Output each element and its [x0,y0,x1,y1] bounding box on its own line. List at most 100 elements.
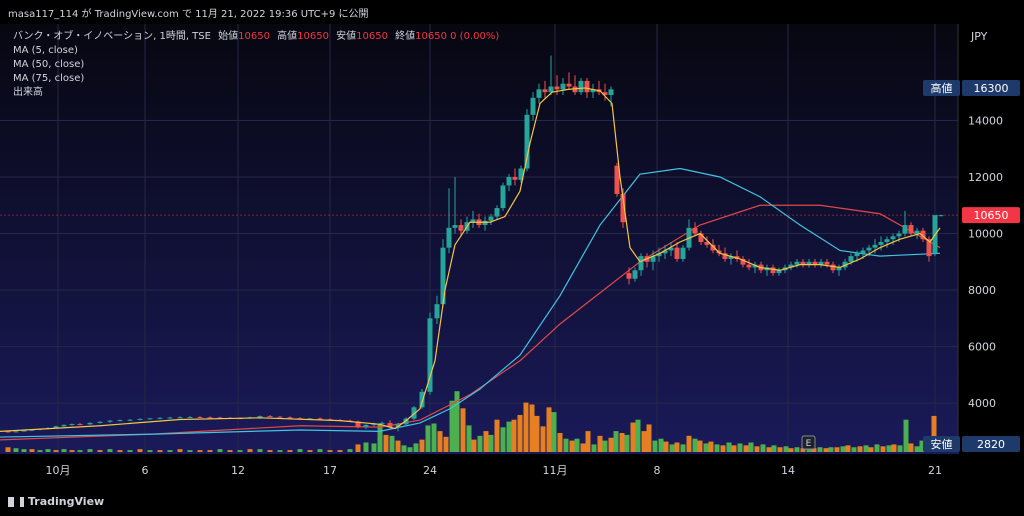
volume-bar [21,449,27,452]
volume-bar [494,419,500,452]
volume-bar [511,419,517,452]
candle-body [884,239,890,242]
candle-body [87,422,93,425]
x-tick-label: 24 [423,464,437,477]
price-chart[interactable]: 4000 6000 8000 10000 12000 14000 10月 6 12 17 24 11月… [0,24,1024,487]
candle-body [482,220,488,226]
x-tick-label: 11月 [543,464,568,477]
plot-background [0,24,958,454]
candle-body [602,92,608,96]
candle-body [419,391,425,408]
currency-label[interactable]: JPY [971,30,988,43]
candle-body [297,418,303,420]
volume-bar [708,441,714,452]
volume-bar [117,450,123,452]
volume-bar [347,449,353,452]
candle-body [866,247,872,251]
candle-body [500,185,506,209]
x-tick-label: 6 [142,464,149,477]
candle-body [411,407,417,419]
ma75-line [0,204,941,441]
volume-bar [641,431,647,452]
low-value-badge-text: 2820 [977,438,1005,451]
volume-bar [823,448,829,452]
volume-bar [97,450,103,452]
volume-bar [466,425,472,452]
candle-body [207,417,213,419]
volume-bar [363,442,369,452]
candle-body [440,247,446,305]
volume-bar [431,423,437,452]
candle-body [13,431,19,433]
high-label-badge-bg [923,80,960,96]
candle-body [770,267,776,274]
candle-body [542,89,548,93]
tradingview-logo[interactable]: TradingView [8,495,104,508]
low-label: 安値 [336,31,357,42]
close-label: 終値 [395,31,416,42]
candle-body [566,83,572,87]
candle-body [548,86,554,93]
high-value-badge-text: 16300 [974,82,1009,95]
volume-bar [454,391,460,452]
volume-bar [703,443,709,452]
volume-bar [517,414,523,452]
high-value-badge-bg [962,80,1020,96]
candle-body [728,256,734,259]
ma50-legend[interactable]: MA (50, close) [13,59,85,70]
candle-body [217,417,223,419]
volume-bar [61,449,67,452]
volume-bar [597,435,603,452]
volume-bar [137,449,143,452]
candle-body [800,261,806,265]
volume-bar [613,431,619,452]
volume-bar [29,449,35,452]
tradingview-logo-icon [8,497,24,507]
volume-bar [880,446,886,452]
candle-body [307,418,313,420]
volume-bar [37,450,43,452]
volume-bar [307,450,313,452]
volume-bar [267,450,273,452]
volume-bar [817,447,823,452]
y-tick-label: 12000 [968,171,1003,184]
volume-bar [247,449,253,452]
volume-bar [794,447,800,452]
volume-bar [908,443,914,452]
ma50-line [0,167,941,438]
volume-bar [187,450,193,452]
earnings-marker-label: E [806,439,812,449]
ma75-legend[interactable]: MA (75, close) [13,73,85,84]
candle-body [704,242,710,245]
volume-bar [237,450,243,452]
candle-body [21,430,27,432]
candle-body [107,420,113,422]
candle-body [794,261,800,265]
candle-body [277,416,283,418]
volume-bar [897,445,903,452]
volume-bar [806,447,812,452]
candle-body [267,416,273,418]
volume-bar [674,442,680,452]
volume-bar [389,435,395,452]
volume-bar [783,446,789,452]
volume-legend[interactable]: 出来高 [13,87,43,98]
candle-body [590,89,596,93]
ma5-line [0,87,941,432]
volume-bar [726,442,732,452]
volume-bar [419,439,425,452]
volume-bar [919,440,925,452]
candle-body [680,247,686,259]
candle-body [137,418,143,420]
volume-bar [608,437,614,452]
volume-bar [337,450,343,452]
candle-body [488,216,494,221]
volume-bar [227,450,233,452]
candle-body [872,244,878,248]
ma5-legend[interactable]: MA (5, close) [13,45,78,56]
volume-bar [5,447,11,452]
volume-bar [624,434,630,452]
volume-bar [840,446,846,452]
volume-bar [692,438,698,452]
volume-bar [371,443,377,452]
